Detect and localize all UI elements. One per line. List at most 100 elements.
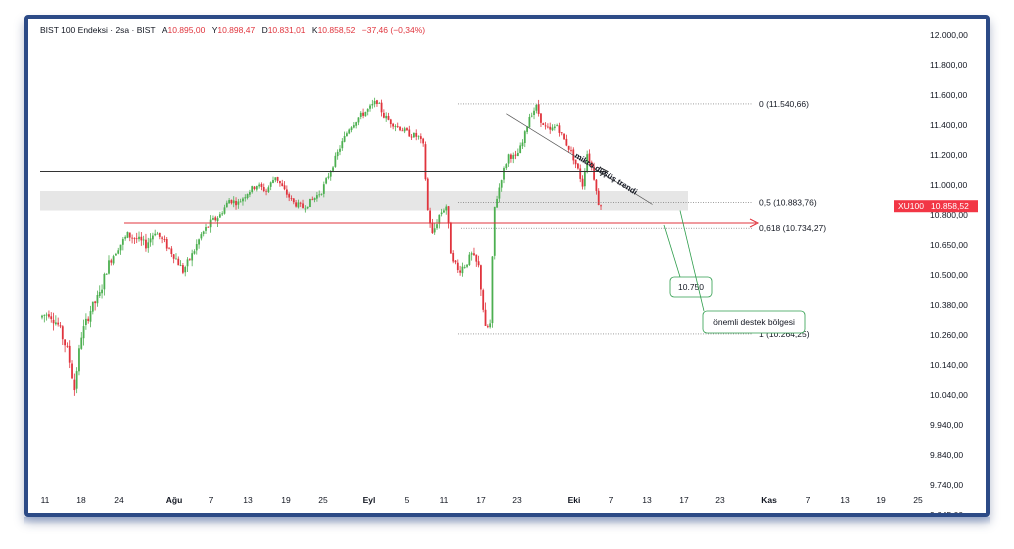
candle-body: [75, 371, 78, 389]
candle-body: [577, 163, 579, 169]
candle-body: [422, 138, 425, 144]
candle-body: [322, 184, 325, 194]
candle-body: [304, 208, 307, 210]
candle-body: [403, 128, 406, 132]
candle-body: [424, 144, 427, 180]
candle-body: [352, 125, 355, 128]
candle-body: [272, 180, 274, 183]
candle-body: [332, 167, 334, 171]
candle-body: [98, 292, 101, 296]
candle-body: [184, 267, 187, 273]
candle-body: [544, 125, 547, 127]
candle-body: [600, 205, 602, 207]
candle-body: [140, 236, 143, 241]
candle-body: [253, 186, 256, 190]
candle-body: [128, 232, 131, 238]
candle-body: [161, 237, 164, 239]
candle-body: [242, 198, 244, 202]
price-tick-label: 9.940,00: [930, 420, 963, 430]
candle-body: [581, 178, 584, 187]
candle-body: [394, 126, 397, 128]
trend-line-label: mikro düşüş trendi: [573, 151, 639, 197]
change-value: −37,46 (−0,34%): [361, 25, 426, 35]
time-tick-label: Eyl: [363, 495, 376, 505]
price-tick-label: 10.040,00: [930, 390, 968, 400]
time-tick-label: 13: [840, 495, 850, 505]
candle-body: [228, 200, 231, 204]
chart-frame: BIST 100 Endeksi · 2sa · BIST A10.895,00…: [24, 15, 990, 517]
price-axis[interactable]: 12.000,00 11.800,00 11.600,00 11.400,00 11.2…: [930, 30, 968, 513]
support-line-arrow-icon: [749, 218, 760, 228]
candle-body: [456, 262, 459, 271]
candle-body: [542, 123, 545, 125]
candle-body: [426, 178, 429, 211]
price-tick-label: 11.400,00: [930, 120, 967, 130]
candle-body: [202, 231, 205, 235]
candle-body: [341, 141, 344, 149]
candle-body: [295, 202, 297, 207]
candle-body: [530, 115, 533, 117]
candle-body: [285, 189, 288, 195]
candle-body: [406, 128, 408, 131]
candle-body: [48, 314, 50, 317]
candle-body: [567, 145, 570, 150]
time-tick-label: 19: [281, 495, 291, 505]
time-tick-label: 13: [642, 495, 652, 505]
fibonacci-levels[interactable]: 0 (11.540,66) 0,5 (10.883,76) 0,618 (10.73…: [458, 99, 826, 339]
candle-body: [216, 218, 219, 222]
candle-body: [232, 200, 235, 204]
candlestick-chart[interactable]: mikro düşüş trendi 0 (11.540,66) 0,5 (10.…: [28, 19, 986, 513]
candle-body: [117, 250, 120, 254]
candle-body: [154, 233, 157, 236]
candle-body: [496, 198, 498, 208]
time-tick-label: 19: [876, 495, 886, 505]
candle-body: [355, 122, 358, 126]
price-tick-label: 11.200,00: [930, 150, 967, 160]
candle-body: [145, 239, 147, 249]
candle-body: [500, 180, 503, 188]
candle-body: [413, 132, 415, 138]
candle-body: [126, 231, 129, 238]
candle-body: [61, 326, 64, 340]
candle-body: [135, 238, 138, 240]
candle-body: [218, 214, 221, 218]
candle-body: [336, 151, 339, 157]
candle-body: [521, 142, 524, 147]
candle-body: [574, 159, 577, 165]
candle-body: [447, 206, 450, 224]
time-axis[interactable]: 11 18 24 Ağu 7 13 19 25 Eyl 5 11 17 23 Eki 7 13 17 23 Kas 7…: [41, 495, 923, 505]
candle-body: [108, 260, 110, 274]
candle-body: [57, 322, 60, 325]
candle-body: [475, 254, 478, 262]
candle-body: [251, 186, 254, 193]
candle-body: [362, 112, 364, 116]
candle-body: [43, 314, 46, 316]
candle-body: [269, 182, 272, 187]
candle-body: [443, 210, 445, 213]
candle-body: [207, 226, 210, 228]
candle-body: [364, 111, 367, 117]
price-tick-label: 10.140,00: [930, 360, 968, 370]
candle-body: [399, 126, 401, 131]
candle-body: [73, 379, 76, 391]
candle-body: [265, 190, 267, 192]
candle-body: [279, 180, 281, 184]
candle-body: [454, 260, 457, 263]
candle-body: [121, 239, 124, 245]
candle-body: [348, 129, 351, 134]
candle-body: [105, 273, 108, 275]
last-price-ticker: XU100: [898, 201, 924, 211]
candle-body: [306, 206, 309, 209]
candle-body: [84, 318, 87, 326]
time-tick-label: 5: [405, 495, 410, 505]
candle-body: [193, 251, 196, 254]
candle-body: [350, 127, 353, 131]
candle-body: [468, 254, 471, 265]
price-tick-label: 11.600,00: [930, 90, 967, 100]
candle-body: [71, 363, 73, 379]
candle-body: [535, 104, 538, 111]
candle-body: [212, 218, 214, 220]
symbol-title: BIST 100 Endeksi · 2sa · BIST: [40, 25, 156, 35]
trend-line[interactable]: [506, 113, 653, 205]
candle-body: [170, 248, 173, 254]
